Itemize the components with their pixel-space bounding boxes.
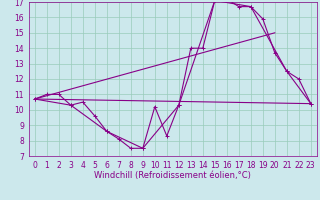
X-axis label: Windchill (Refroidissement éolien,°C): Windchill (Refroidissement éolien,°C) [94,171,251,180]
